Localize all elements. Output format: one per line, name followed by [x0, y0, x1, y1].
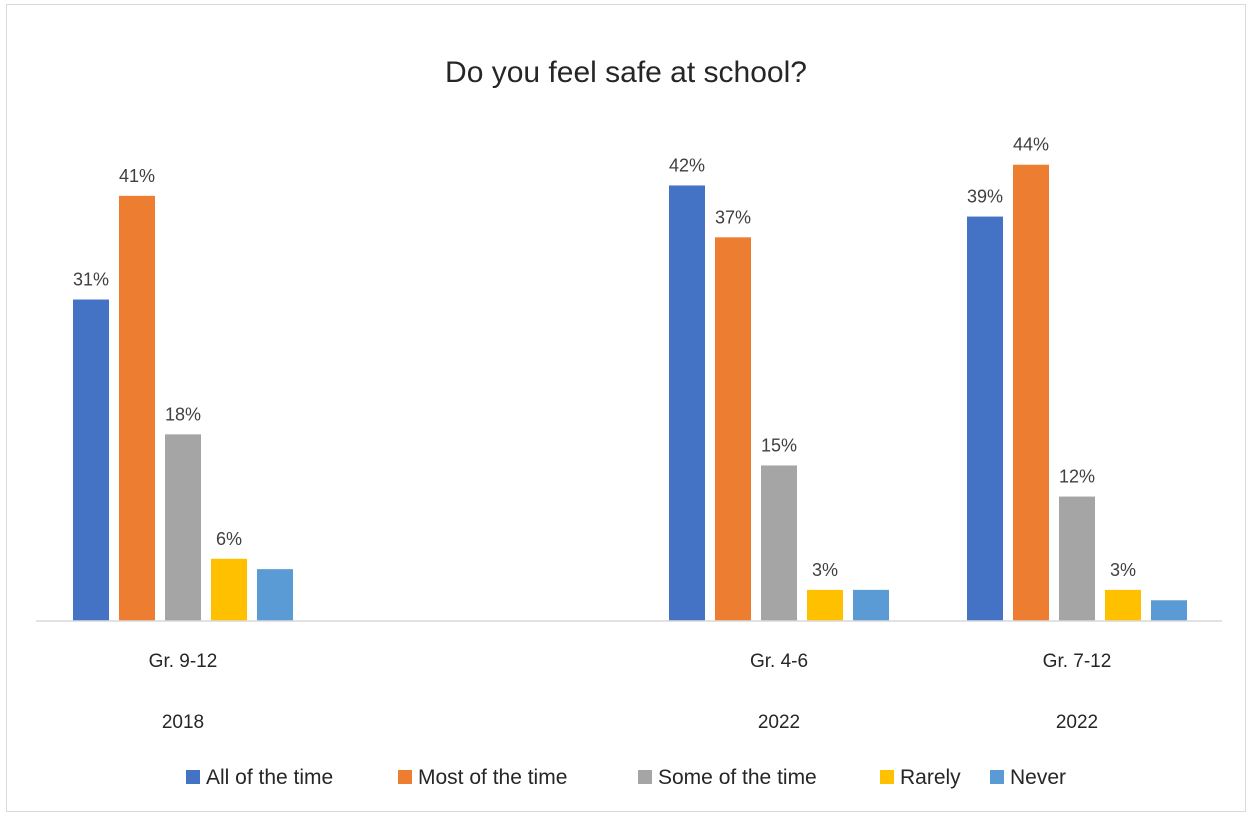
year-label: 2018 — [162, 712, 204, 733]
year-label: 2022 — [758, 712, 800, 733]
data-label: 31% — [73, 270, 109, 290]
data-label: 42% — [669, 155, 705, 175]
data-label: 3% — [812, 560, 838, 580]
bar-gr-9-12-most-of-the-time — [119, 195, 155, 621]
bar-gr-7-12-never — [1151, 600, 1187, 621]
bar-gr-7-12-all-of-the-time — [967, 216, 1003, 621]
bar-gr-7-12-rarely — [1105, 589, 1141, 621]
bar-gr-7-12-some-of-the-time — [1059, 496, 1095, 621]
bar-gr-9-12-rarely — [211, 558, 247, 621]
legend: All of the time Most of the time Some of t… — [186, 766, 1066, 789]
bar-gr-4-6-all-of-the-time — [669, 185, 705, 621]
legend-swatch-most-of-the-time — [398, 770, 412, 784]
legend-label-all-of-the-time: All of the time — [206, 766, 333, 789]
year-label: 2022 — [1056, 712, 1098, 733]
data-label: 15% — [761, 435, 797, 455]
legend-swatch-all-of-the-time — [186, 770, 200, 784]
data-label: 37% — [715, 207, 751, 227]
legend-swatch-rarely — [880, 770, 894, 784]
bar-gr-9-12-some-of-the-time — [165, 434, 201, 621]
bars-layer — [73, 164, 1187, 621]
data-label: 12% — [1059, 467, 1095, 487]
bar-gr-4-6-some-of-the-time — [761, 465, 797, 621]
category-label: Gr. 4-6 — [750, 651, 808, 672]
bar-gr-4-6-most-of-the-time — [715, 237, 751, 621]
legend-swatch-never — [990, 770, 1004, 784]
data-label: 6% — [216, 529, 242, 549]
legend-label-most-of-the-time: Most of the time — [418, 766, 567, 789]
data-label: 44% — [1013, 135, 1049, 155]
legend-swatch-some-of-the-time — [638, 770, 652, 784]
category-label: Gr. 7-12 — [1043, 651, 1112, 672]
legend-label-some-of-the-time: Some of the time — [658, 766, 817, 789]
legend-label-rarely: Rarely — [900, 766, 961, 789]
bar-gr-9-12-all-of-the-time — [73, 299, 109, 621]
data-label: 3% — [1110, 560, 1136, 580]
bar-gr-4-6-rarely — [807, 589, 843, 621]
legend-label-never: Never — [1010, 766, 1066, 789]
data-labels-layer: 31% 41% 18% 6% 42% 37% 15% 3% 39% 44% 12% 3% — [73, 135, 1136, 580]
category-label: Gr. 9-12 — [149, 651, 218, 672]
bar-gr-7-12-most-of-the-time — [1013, 164, 1049, 621]
chart-title: Do you feel safe at school? — [445, 56, 807, 89]
bar-gr-4-6-never — [853, 589, 889, 621]
data-label: 18% — [165, 404, 201, 424]
category-labels-layer: Gr. 9-12 2018 Gr. 4-6 2022 Gr. 7-12 2022 — [149, 651, 1112, 733]
data-label: 41% — [119, 166, 155, 186]
data-label: 39% — [967, 187, 1003, 207]
bar-gr-9-12-never — [257, 569, 293, 621]
